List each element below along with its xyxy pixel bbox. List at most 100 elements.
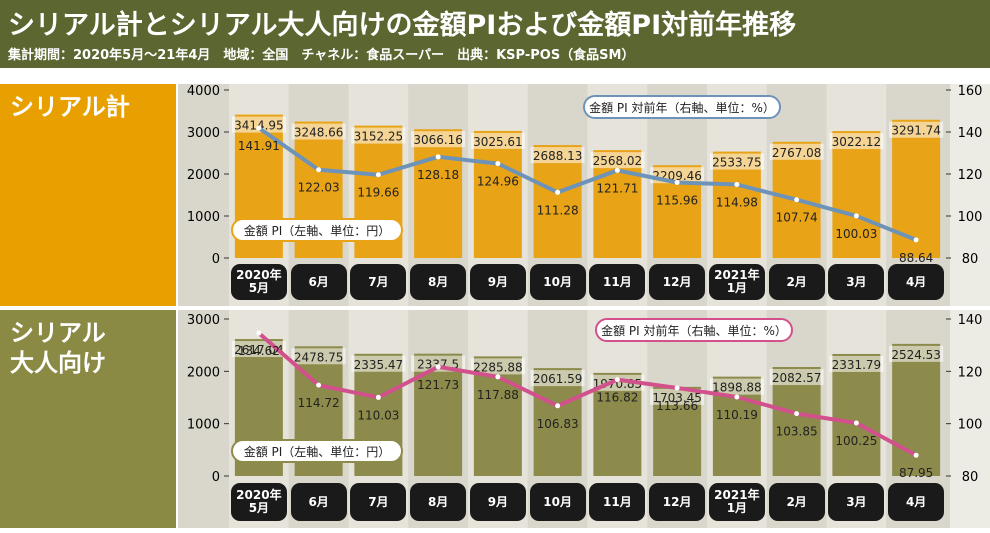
- right-axis-bg: [950, 84, 990, 306]
- line-value-label: 121.71: [596, 181, 638, 195]
- legend-box: [231, 439, 403, 463]
- label-bg: [829, 355, 884, 372]
- line-point: [555, 189, 561, 195]
- legend-label: 金額 PI 対前年（右軸、単位：%）: [589, 100, 775, 115]
- line-point: [495, 161, 501, 167]
- line-point: [495, 374, 501, 380]
- bar-value-label: 2331.79: [832, 358, 882, 372]
- x-tick-label: 7月: [350, 483, 407, 521]
- line-value-label: 111.28: [537, 203, 579, 217]
- line-point: [794, 411, 800, 417]
- panel-title: シリアル 大人向け: [10, 319, 106, 377]
- bar-value-label: 2335.47: [354, 358, 404, 372]
- x-tick-label: 8月: [410, 264, 467, 300]
- bar: [414, 129, 463, 258]
- y-tick-label: 4000: [187, 84, 220, 99]
- y-tick-label: 1000: [187, 210, 220, 225]
- x-tick-label: 3月: [828, 264, 885, 300]
- y-tick-label: 0: [212, 470, 220, 485]
- legend-label: 金額 PI（左軸、単位：円）: [244, 444, 391, 459]
- x-tick-label: 11月: [589, 483, 646, 521]
- bar-value-label: 2082.57: [772, 371, 822, 385]
- line-value-label: 115.96: [656, 193, 698, 207]
- x-tick-label: 3月: [828, 483, 885, 521]
- label-bg: [769, 369, 824, 386]
- y-tick-label: 3000: [187, 126, 220, 141]
- line-point: [435, 364, 441, 370]
- label-bg: [709, 378, 764, 395]
- line-point: [853, 420, 859, 426]
- header: シリアル計とシリアル大人向けの金額PIおよび金額PI対前年推移 集計期間：202…: [0, 0, 990, 68]
- panel-title: シリアル計: [10, 93, 130, 121]
- y2-tick-label: 120: [958, 168, 983, 183]
- label-bg: [709, 153, 764, 170]
- line-point: [614, 167, 620, 173]
- y-tick-label: 2000: [187, 168, 220, 183]
- y-tick-label: 3000: [187, 313, 220, 328]
- y2-tick-label: 120: [958, 365, 983, 380]
- x-tick-label: 9月: [469, 264, 526, 300]
- line-value-label: 121.73: [417, 378, 459, 392]
- label-bg: [291, 348, 346, 365]
- line: [257, 126, 917, 242]
- label-bg: [590, 152, 645, 169]
- label-bg: [769, 143, 824, 160]
- x-tick-label: 10月: [529, 264, 586, 300]
- panel-label-bg: [0, 84, 176, 306]
- x-tick-label: 6月: [290, 264, 347, 300]
- bar-value-label: 2061.59: [533, 372, 583, 386]
- x-tick-label: 10月: [529, 483, 586, 521]
- label-bg: [889, 121, 944, 138]
- x-tick-label: 12月: [649, 264, 706, 300]
- line-value-label: 100.25: [835, 434, 877, 448]
- legend-box: [231, 218, 403, 242]
- line-value-label: 87.95: [899, 466, 933, 480]
- legend-label: 金額 PI（左軸、単位：円）: [244, 223, 391, 238]
- bar: [832, 131, 881, 258]
- line: [257, 331, 918, 457]
- line-value-label: 128.18: [417, 168, 459, 182]
- legend-label: 金額 PI 対前年（右軸、単位：%）: [601, 323, 787, 338]
- bar-value-label: 3022.12: [832, 135, 882, 149]
- line-value-label: 124.96: [477, 175, 519, 189]
- bar-value-label: 2285.88: [473, 360, 523, 374]
- legend-box: [583, 95, 781, 119]
- line-value-label: 113.66: [656, 399, 698, 413]
- legend-box: [595, 318, 793, 342]
- label-bg: [231, 116, 286, 133]
- line-point: [853, 213, 859, 219]
- bar: [772, 367, 821, 476]
- line-value-label: 107.74: [776, 211, 818, 225]
- line-point: [794, 197, 800, 203]
- y-tick-label: 0: [212, 252, 220, 267]
- line-value-label: 114.72: [298, 396, 340, 410]
- line-value-label: 119.66: [357, 186, 399, 200]
- y2-tick-label: 160: [958, 84, 983, 99]
- line-value-label: 110.03: [357, 408, 399, 422]
- line-point: [256, 330, 262, 336]
- x-tick-label: 9月: [469, 483, 526, 521]
- bar-value-label: 2688.13: [533, 149, 583, 163]
- bar-value-label: 3152.25: [354, 130, 404, 144]
- line-point: [256, 125, 262, 131]
- subtitle: 集計期間：2020年5月～21年4月 地域：全国 チャネル：食品スーパー 出典：…: [8, 48, 635, 63]
- bar-value-label: 2533.75: [712, 156, 762, 170]
- line-point: [435, 154, 441, 160]
- label-bg: [530, 370, 585, 387]
- x-tick-label: 6月: [290, 483, 347, 521]
- label-bg: [470, 358, 525, 375]
- line-point: [734, 182, 740, 188]
- label-bg: [530, 147, 585, 164]
- line-value-label: 88.64: [899, 251, 933, 265]
- bar-value-label: 2478.75: [294, 350, 344, 364]
- y2-tick-label: 80: [962, 252, 979, 267]
- label-bg: [470, 132, 525, 149]
- label-bg: [411, 131, 466, 148]
- x-tick-label: 7月: [350, 264, 407, 300]
- title: シリアル計とシリアル大人向けの金額PIおよび金額PI対前年推移: [8, 10, 797, 41]
- line-point: [674, 385, 680, 391]
- line-value-label: 134.62: [238, 344, 280, 358]
- y-tick-label: 1000: [187, 418, 220, 433]
- line-value-label: 114.98: [716, 196, 758, 210]
